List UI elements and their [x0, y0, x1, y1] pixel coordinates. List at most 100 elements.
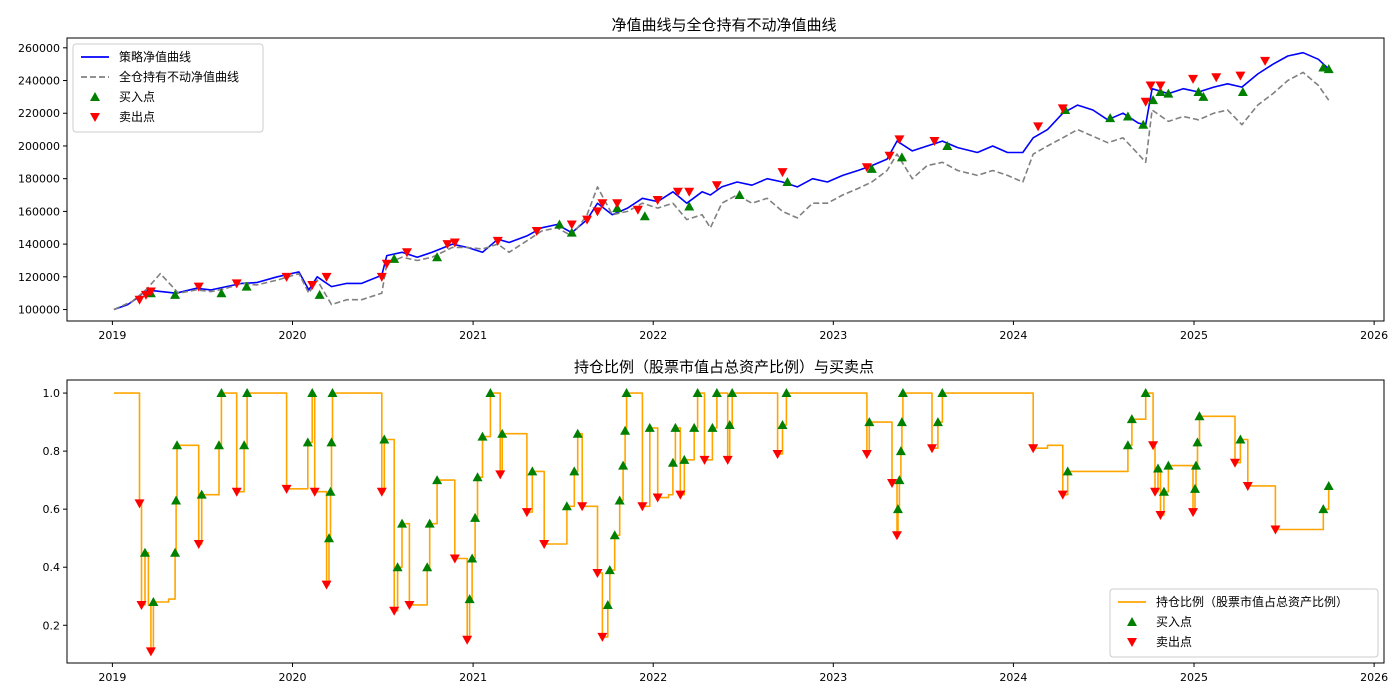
buy-point-marker	[196, 489, 207, 499]
buy-point-marker	[1193, 86, 1204, 96]
legend-label: 买入点	[1156, 615, 1192, 629]
sell-point-marker	[1211, 73, 1222, 83]
sell-point-marker	[449, 554, 460, 564]
sell-point-marker	[145, 647, 156, 657]
buy-point-marker	[566, 227, 577, 237]
buy-point-marker	[1323, 64, 1334, 74]
buy-point-marker	[1318, 504, 1329, 514]
buy-point-marker	[639, 211, 650, 221]
buy-point-marker	[777, 419, 788, 429]
buy-point-marker	[644, 422, 655, 432]
sell-point-marker	[894, 135, 905, 145]
y-tick-label: 200000	[18, 140, 60, 153]
sell-point-marker	[722, 455, 733, 465]
buy-point-marker	[1158, 486, 1169, 496]
buy-point-marker	[864, 417, 875, 427]
buy-point-marker	[1163, 88, 1174, 98]
sell-point-marker	[675, 490, 686, 500]
buy-point-marker	[170, 547, 181, 557]
buy-point-marker	[148, 597, 159, 607]
sell-point-marker	[684, 187, 695, 197]
buy-point-marker	[172, 440, 183, 450]
sell-point-marker	[136, 600, 147, 610]
position-ratio-panel: 2019 2020 2021 2022 2023 2024 2025 2026 0.2 0.4 0.…	[43, 379, 1388, 684]
sell-point-marker	[401, 248, 412, 258]
buy-point-marker	[609, 530, 620, 540]
sell-point-marker	[637, 502, 648, 512]
sell-point-marker	[531, 227, 542, 237]
y-tick-label: 120000	[18, 271, 60, 284]
equity-curve-panel: 2019 2020 2021 2022 2023 2024 2025 2026 100000 12…	[18, 37, 1388, 342]
buy-point-marker	[1198, 91, 1209, 101]
buy-point-marker	[618, 460, 629, 470]
buy-point-marker	[727, 388, 738, 398]
y-tick-label: 0.4	[43, 561, 61, 574]
sell-point-marker	[711, 181, 722, 191]
buy-point-marker	[485, 388, 496, 398]
buy-point-marker	[937, 388, 948, 398]
sell-point-marker	[592, 569, 603, 579]
sell-point-marker	[381, 259, 392, 269]
sell-point-marker	[1155, 510, 1166, 520]
buy-point-marker	[326, 437, 337, 447]
buy-point-marker	[1190, 483, 1201, 493]
buy-point-marker	[170, 289, 181, 299]
buy-point-marker	[239, 440, 250, 450]
sell-point-marker	[449, 238, 460, 248]
plot-frame	[66, 37, 1385, 322]
x-tick-label: 2019	[98, 329, 126, 342]
sell-point-marker	[1229, 458, 1240, 468]
buy-point-marker	[422, 562, 433, 572]
buy-point-marker	[397, 518, 408, 528]
sell-point-marker	[1260, 56, 1271, 66]
chart-title-bottom: 持仓比例（股票市值占总资产比例）与买卖点	[574, 358, 874, 376]
buy-point-marker	[711, 388, 722, 398]
buy-point-marker	[1192, 437, 1203, 447]
x-tick-label: 2022	[639, 671, 667, 684]
buy-point-marker	[692, 388, 703, 398]
plot-frame	[66, 379, 1385, 664]
y-tick-label: 180000	[18, 173, 60, 186]
x-tick-label: 2025	[1180, 671, 1208, 684]
sell-point-marker	[597, 199, 608, 209]
buy-point-marker	[324, 533, 335, 543]
buy-point-marker	[1105, 113, 1116, 123]
buy-point-marker	[734, 190, 745, 200]
buy-point-marker	[667, 457, 678, 467]
buy-point-marker	[424, 518, 435, 528]
legend-label: 持仓比例（股票市值占总资产比例）	[1156, 594, 1348, 609]
buy-point-marker	[942, 140, 953, 150]
buy-point-marker	[470, 512, 481, 522]
legend-box	[72, 43, 264, 133]
sell-point-marker	[1057, 104, 1068, 114]
sell-point-marker	[376, 272, 387, 282]
legend-sell-marker	[90, 113, 100, 122]
x-tick-label: 2020	[279, 671, 307, 684]
sell-point-marker	[145, 287, 156, 297]
sell-point-marker	[389, 606, 400, 616]
sell-point-marker	[231, 487, 242, 497]
sell-point-marker	[193, 539, 204, 549]
sell-point-marker	[592, 207, 603, 217]
sell-point-marker	[134, 295, 145, 305]
buy-and-hold-line	[113, 71, 1330, 311]
buy-point-marker	[325, 486, 336, 496]
buy-point-marker	[1237, 86, 1248, 96]
sell-point-marker	[652, 195, 663, 205]
x-tick-label: 2026	[1360, 671, 1388, 684]
sell-point-marker	[442, 240, 453, 250]
buy-point-marker	[894, 475, 905, 485]
buy-point-marker	[684, 201, 695, 211]
sell-point-marker	[321, 580, 332, 590]
sell-point-marker	[1150, 487, 1161, 497]
sell-point-marker	[927, 444, 938, 454]
sell-point-marker	[1242, 481, 1253, 491]
sell-point-marker	[1235, 71, 1246, 81]
sell-point-marker	[887, 479, 898, 489]
sell-point-marker	[1188, 508, 1199, 518]
buy-point-marker	[389, 253, 400, 263]
x-tick-label: 2023	[819, 671, 847, 684]
x-tick-label: 2019	[98, 671, 126, 684]
sell-point-marker	[577, 502, 588, 512]
y-tick-label: 1.0	[43, 387, 61, 400]
